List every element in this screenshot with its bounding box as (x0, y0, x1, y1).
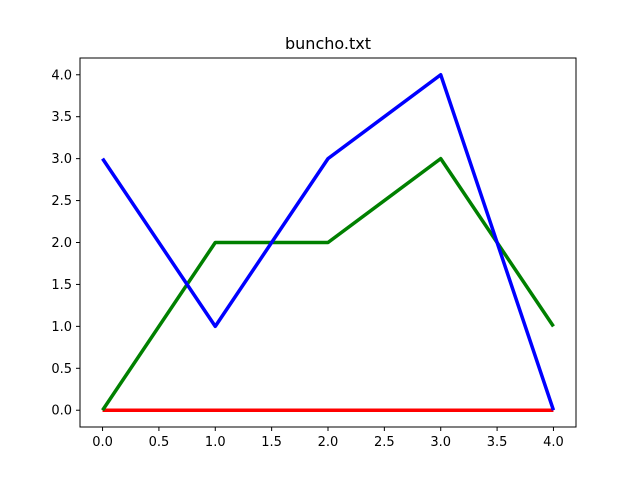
x-tick-label: 3.5 (487, 435, 508, 450)
x-tick-label: 0.5 (149, 435, 170, 450)
x-tick-label: 3.0 (430, 435, 451, 450)
x-axis: 0.0 0.5 1.0 1.5 2.0 2.5 3.0 3.5 4.0 (92, 427, 564, 450)
y-tick-label: 2.0 (51, 236, 72, 251)
y-tick-label: 1.0 (51, 320, 72, 335)
y-tick-label: 3.5 (51, 110, 72, 125)
y-tick-label: 1.5 (51, 278, 72, 293)
series-line-2 (101, 73, 556, 411)
x-tick-label: 2.0 (318, 435, 339, 450)
y-tick-label: 0.5 (51, 362, 72, 377)
chart-title: buncho.txt (285, 34, 371, 53)
series-line-1 (101, 156, 555, 412)
x-tick-label: 1.5 (261, 435, 282, 450)
x-tick-label: 2.5 (374, 435, 395, 450)
x-tick-label: 4.0 (543, 435, 564, 450)
y-tick-label: 3.0 (51, 152, 72, 167)
x-tick-label: 0.0 (92, 435, 113, 450)
x-tick-label: 1.0 (205, 435, 226, 450)
y-tick-label: 4.0 (51, 68, 72, 83)
y-tick-label: 2.5 (51, 194, 72, 209)
y-axis: 0.0 0.5 1.0 1.5 2.0 2.5 3.0 3.5 4.0 (51, 68, 80, 419)
series-layer (101, 73, 556, 412)
y-tick-label: 0.0 (51, 404, 72, 419)
